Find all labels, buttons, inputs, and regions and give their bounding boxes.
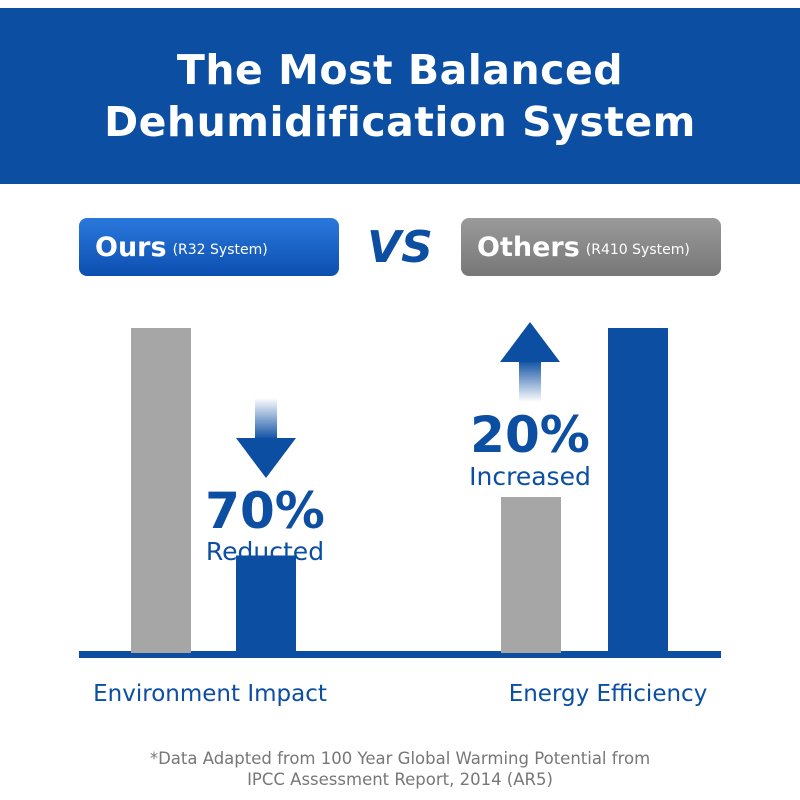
legend-ours-badge: Ours (R32 System) (79, 218, 339, 276)
x-category-label: Environment Impact (93, 681, 327, 707)
annotation-percent: 70% (205, 482, 325, 540)
header-banner: The Most Balanced Dehumidification Syste… (0, 8, 800, 184)
legend-others-label: Others (477, 231, 580, 263)
legend-others-badge: Others (R410 System) (461, 218, 721, 276)
title-line-2: Dehumidification System (104, 98, 696, 146)
vs-label: VS (367, 221, 433, 273)
arrow-down-icon-shaft (255, 398, 277, 440)
footnote-line-1: *Data Adapted from 100 Year Global Warmi… (149, 749, 651, 768)
arrow-up-icon (500, 322, 560, 362)
bar-ours-energy (608, 328, 668, 653)
title-line-1: The Most Balanced (176, 46, 624, 94)
footnote-line-2: IPCC Assessment Report, 2014 (AR5) (247, 770, 553, 789)
annotation-text: Increased (469, 462, 591, 491)
bar-others-environment (131, 328, 191, 653)
arrow-up-icon-shaft (519, 360, 541, 402)
legend-ours-sub: (R32 System) (172, 242, 268, 258)
x-axis-baseline (79, 651, 721, 658)
annotation-percent: 20% (470, 406, 590, 464)
x-category-label: Energy Efficiency (509, 681, 708, 707)
annotation-text: Reducted (206, 537, 324, 566)
legend-others-sub: (R410 System) (585, 242, 690, 258)
footnote: *Data Adapted from 100 Year Global Warmi… (40, 748, 760, 790)
legend-ours-label: Ours (95, 231, 167, 263)
bar-others-energy (501, 497, 561, 653)
bar-ours-environment (236, 555, 296, 653)
arrow-down-icon (236, 438, 296, 478)
